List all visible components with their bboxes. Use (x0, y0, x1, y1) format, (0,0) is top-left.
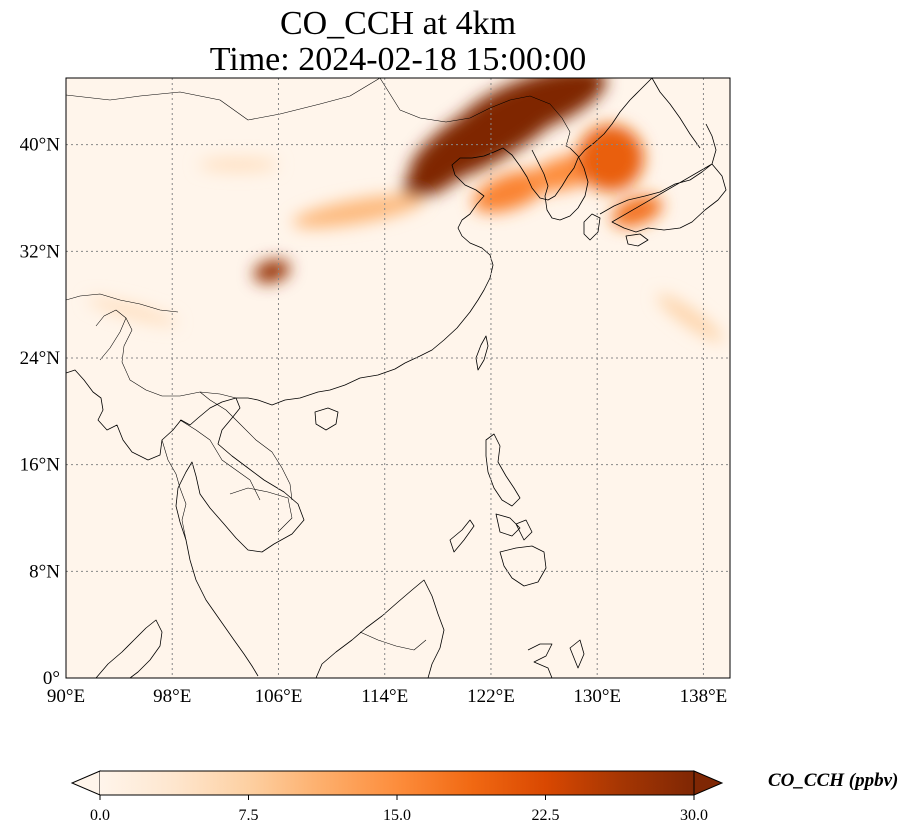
lon-tick-label: 90°E (47, 686, 85, 707)
lat-tick-label: 16°N (20, 455, 61, 476)
plume-sichuan-hotspot (253, 259, 291, 283)
border-mongolia-china (66, 78, 381, 121)
lat-tick-label: 32°N (20, 241, 61, 262)
colorbar-ticks: 0.0 7.5 15.0 22.5 30.0 (90, 795, 708, 824)
lat-tick-label: 0° (43, 668, 60, 689)
map-title: CO_CCH at 4km (279, 5, 517, 42)
border-myanmar-thailand (161, 439, 187, 541)
lon-tick-label: 98°E (153, 686, 191, 707)
border-china-russia (379, 78, 571, 149)
plume-east-pacific-streak (657, 294, 724, 342)
coastline-mindanao (499, 545, 547, 587)
coastline-luzon (485, 433, 521, 507)
border-himalaya (66, 293, 179, 313)
colorbar-tick-label: 7.5 (239, 807, 259, 824)
lat-tick-label: 8°N (29, 561, 60, 582)
coastline-japan-kyushu (583, 213, 601, 241)
coastlines (66, 78, 727, 678)
colorbar-extend-max (693, 770, 724, 796)
colorbar-tick-label: 0.0 (90, 807, 110, 824)
colorbar: 0.0 7.5 15.0 22.5 30.0 (70, 770, 724, 824)
longitude-ticks: 90°E 98°E 106°E 114°E 122°E 130°E 138°E (47, 686, 727, 707)
coastline-japan-shikoku (625, 233, 649, 247)
plume-central-china-streak (292, 194, 424, 228)
coastline-palawan (449, 519, 475, 553)
coastline-east-asia (66, 78, 653, 461)
coastline-russia-northeast (651, 78, 701, 149)
coastline-japan-honshu (599, 123, 727, 233)
lon-tick-label: 106°E (255, 686, 303, 707)
latitude-ticks: 0° 8°N 16°N 24°N 32°N 40°N (20, 135, 61, 689)
lon-tick-label: 130°E (573, 686, 621, 707)
plume-japan-sea-plume (577, 124, 644, 192)
lat-tick-label: 40°N (20, 135, 61, 156)
country-borders (66, 78, 571, 651)
border-borneo (359, 631, 427, 651)
lon-tick-label: 122°E (467, 686, 515, 707)
lon-tick-label: 138°E (680, 686, 728, 707)
plume-japan-south-plume (611, 195, 663, 227)
border-laos-vietnam (199, 391, 293, 501)
plume-plume-core-ne (455, 78, 607, 142)
coastline-sumatra (95, 619, 163, 678)
colorbar-label: CO_CCH (ppbv) (768, 770, 899, 791)
coastline-hainan (314, 407, 339, 431)
coastline-indochina (175, 397, 305, 677)
plume-western-china-streak (198, 158, 279, 172)
border-thailand-laos (179, 419, 261, 501)
colorbar-tick-label: 15.0 (383, 807, 411, 824)
gridlines (66, 78, 730, 678)
colorbar-tick-label: 22.5 (532, 807, 560, 824)
border-myanmar-china (121, 317, 237, 399)
lon-tick-label: 114°E (361, 686, 408, 707)
map-frame (65, 77, 731, 679)
colorbar-gradient (100, 771, 694, 795)
colorbar-tick-label: 30.0 (680, 807, 708, 824)
lat-tick-label: 24°N (20, 348, 61, 369)
coastline-korea (531, 147, 589, 221)
coastline-borneo (315, 579, 445, 678)
coastline-halmahera (569, 639, 585, 669)
border-india-myanmar (95, 309, 127, 361)
coastline-visayas (495, 513, 533, 541)
colorbar-extend-min (70, 770, 101, 796)
plume-india-north-streak (87, 297, 178, 325)
coastline-sulawesi (527, 643, 553, 678)
map-subtitle-time: Time: 2024-02-18 15:00:00 (209, 41, 587, 78)
